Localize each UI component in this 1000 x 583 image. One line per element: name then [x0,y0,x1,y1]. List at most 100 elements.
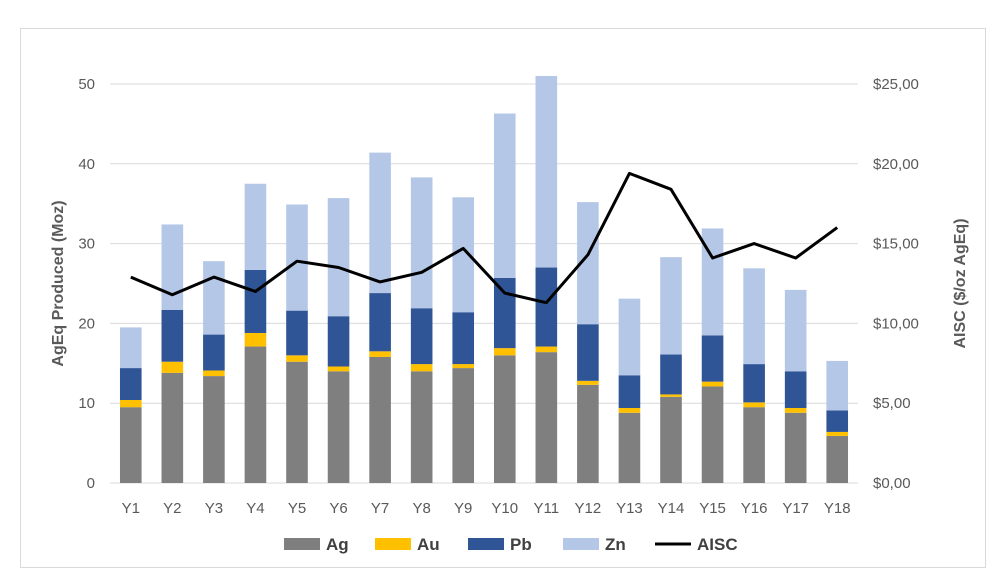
bar-zn [161,224,184,310]
bar-au [203,370,225,377]
y2-axis-title: AISC ($/oz AgEq) [952,218,969,348]
legend-label-zn: Zn [605,535,626,554]
x-tick-label: Y9 [454,500,472,517]
bar-pb [577,324,599,381]
y2-tick-label: $0,00 [873,475,911,492]
bar-ag [743,407,765,483]
y-tick-label: 50 [78,76,95,93]
bar-zn [577,202,599,325]
bar-ag [826,435,849,483]
x-tick-label: Y2 [163,500,181,517]
bar-zn [327,198,350,317]
bar-ag [410,371,433,483]
bar-pb [286,310,308,356]
bar-ag [784,412,807,483]
bar-zn [119,327,142,369]
bar-au [618,407,641,413]
legend-label-au: Au [417,535,440,554]
bar-pb [743,364,765,403]
x-tick-label: Y7 [371,500,389,517]
x-tick-label: Y17 [782,500,809,517]
bar-au [286,355,308,362]
bar-zn [784,289,807,372]
bar-pb [701,335,724,382]
bar-pb [660,354,682,395]
x-tick-label: Y3 [205,500,223,517]
bar-ag [286,361,308,483]
bar-au [784,407,807,413]
bar-zn [660,257,682,355]
y-tick-label: 20 [78,315,95,332]
bar-zn [743,268,765,365]
bar-ag [119,407,142,483]
bar-au [327,366,350,372]
bar-au [119,400,142,408]
bar-pb [244,269,267,333]
chart-frame [20,28,986,568]
x-tick-label: Y1 [122,500,140,517]
y2-tick-label: $5,00 [873,395,911,412]
y-tick-label: 10 [78,395,95,412]
bar-ag [701,386,724,483]
y-tick-label: 40 [78,156,95,173]
bar-ag [452,368,475,483]
bar-ag [161,372,184,483]
bar-au [660,394,682,397]
bar-pb [369,293,391,352]
y-axis-title: AgEq Produced (Moz) [50,200,67,366]
bar-au [701,381,724,387]
y2-tick-label: $25,00 [873,76,919,93]
x-tick-label: Y4 [246,500,264,517]
bar-pb [618,375,641,408]
bar-zn [493,113,516,278]
y-tick-label: 30 [78,236,95,253]
bar-au [244,332,267,347]
y2-tick-label: $20,00 [873,156,919,173]
y2-tick-label: $10,00 [873,315,919,332]
bar-au [743,402,765,408]
legend-swatch-pb [468,538,504,550]
x-tick-label: Y13 [616,500,643,517]
bar-zn [244,183,267,270]
bar-zn [286,204,308,311]
bar-au [577,380,599,385]
bar-zn [369,152,391,294]
bar-au [493,348,516,356]
x-tick-label: Y14 [658,500,685,517]
bar-ag [535,352,558,483]
bar-ag [369,356,391,483]
legend-label-aisc: AISC [697,535,738,554]
x-tick-label: Y18 [824,500,851,517]
bar-pb [327,316,350,367]
bar-ag [327,371,350,483]
bar-pb [535,267,558,347]
x-tick-label: Y10 [491,500,518,517]
bar-au [161,361,184,373]
bar-zn [826,360,849,411]
legend-label-ag: Ag [326,535,349,554]
bar-pb [119,368,142,401]
x-tick-label: Y8 [412,500,430,517]
bar-au [452,364,475,369]
bar-pb [452,312,475,365]
bar-ag [244,346,267,483]
x-tick-label: Y15 [699,500,726,517]
bar-zn [410,177,433,309]
bar-zn [452,197,475,313]
legend-swatch-au [375,538,411,550]
aisc-line [130,171,839,305]
bar-pb [826,410,849,432]
legend-swatch-ag [284,538,320,550]
x-tick-label: Y5 [288,500,306,517]
legend-label-pb: Pb [510,535,532,554]
x-tick-label: Y11 [534,500,560,517]
y2-tick-label: $15,00 [873,236,919,253]
bar-ag [660,396,682,483]
bar-ag [493,355,516,483]
y-tick-label: 0 [87,475,95,492]
bar-au [410,364,433,372]
x-tick-label: Y16 [741,500,768,517]
bar-pb [410,308,433,365]
bar-ag [618,412,641,483]
